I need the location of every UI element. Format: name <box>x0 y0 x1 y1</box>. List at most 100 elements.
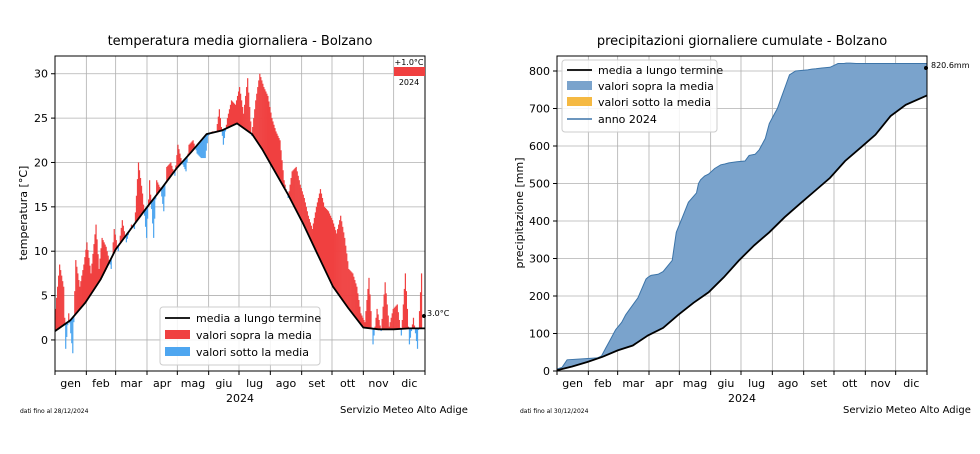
temperature-above-mean-bar <box>88 257 90 299</box>
temperature-above-mean-bar <box>250 121 252 133</box>
temperature-above-mean-bar <box>313 217 316 247</box>
temperature-below-mean-bar <box>154 198 156 219</box>
precipitation-y-axis-label: precipitazione [mm] <box>513 157 526 268</box>
temperature-below-mean-bar <box>415 328 418 342</box>
temperature-y-tick-label: 30 <box>34 68 48 81</box>
temperature-above-mean-bar <box>397 312 399 330</box>
precipitation-month-label: gen <box>562 377 583 390</box>
temperature-above-mean-bar <box>101 237 103 278</box>
temperature-above-mean-bar <box>63 286 65 326</box>
temperature-above-mean-bar <box>309 222 311 238</box>
temperature-below-mean-bar <box>161 189 163 197</box>
temperature-above-mean-bar <box>112 242 114 256</box>
legend-below-swatch <box>567 97 592 106</box>
temperature-above-mean-bar <box>375 317 377 329</box>
temperature-above-mean-bar <box>401 319 403 329</box>
temperature-above-mean-bar <box>136 179 139 221</box>
precipitation-y-tick-label: 600 <box>529 140 550 153</box>
temperature-below-mean-bar <box>144 209 147 227</box>
temperature-y-tick-label: 10 <box>34 245 48 258</box>
temperature-above-mean-bar <box>307 215 309 234</box>
temperature-above-mean-bar <box>403 288 405 329</box>
precipitation-y-tick-label: 800 <box>529 65 550 78</box>
precipitation-last-value-dot <box>924 66 928 70</box>
temperature-above-mean-bar <box>245 95 247 130</box>
temperature-below-mean-bar <box>372 328 374 345</box>
temperature-below-mean-bar <box>200 141 202 159</box>
temperature-above-mean-bar <box>405 291 408 329</box>
temperature-above-mean-bar <box>178 149 180 167</box>
temperature-above-mean-bar <box>247 78 249 131</box>
temperature-above-mean-bar <box>266 93 268 157</box>
temperature-above-mean-bar <box>260 77 262 147</box>
temperature-above-mean-bar <box>404 273 406 329</box>
precipitation-2024-line <box>556 62 927 370</box>
temperature-above-mean-bar <box>219 118 221 132</box>
temperature-below-mean-bar <box>195 147 197 151</box>
temperature-month-label: set <box>308 377 325 390</box>
temperature-above-mean-bar <box>107 255 109 266</box>
temperature-above-mean-bar <box>61 275 63 327</box>
temperature-above-mean-bar <box>97 254 99 285</box>
temperature-above-mean-bar <box>172 169 174 175</box>
precipitation-total-label: 820.6mm <box>931 61 970 70</box>
temperature-above-mean-bar <box>95 224 97 288</box>
temperature-above-mean-bar <box>333 223 335 287</box>
temperature-above-mean-bar <box>413 325 416 329</box>
temperature-above-mean-bar <box>228 109 231 128</box>
temperature-above-mean-bar <box>104 244 106 272</box>
temperature-footer-source: Servizio Meteo Alto Adige <box>340 405 468 416</box>
temperature-above-mean-bar <box>192 140 194 151</box>
temperature-above-mean-bar <box>62 281 64 327</box>
temperature-above-mean-bar <box>179 153 181 166</box>
temperature-below-mean-bar <box>416 328 419 349</box>
temperature-above-mean-bar <box>395 305 397 330</box>
temperature-above-mean-bar <box>142 204 145 213</box>
temperature-above-mean-bar <box>119 235 121 244</box>
temperature-above-mean-bar <box>364 322 366 328</box>
temperature-anomaly-year: 2024 <box>399 78 419 87</box>
legend-above-swatch <box>165 330 190 339</box>
temperature-above-mean-bar <box>381 318 383 330</box>
temperature-month-label: nov <box>368 377 389 390</box>
temperature-above-mean-bar <box>308 219 310 236</box>
temperature-footer-date: dati fino al 28/12/2024 <box>20 408 89 415</box>
temperature-above-mean-bar <box>230 100 233 127</box>
temperature-below-mean-bar <box>185 158 187 172</box>
precipitation-y-tick-label: 700 <box>529 103 550 116</box>
temperature-above-mean-bar <box>190 142 192 153</box>
temperature-above-mean-bar <box>137 162 140 220</box>
temperature-above-mean-bar <box>302 194 304 223</box>
temperature-y-tick-label: 15 <box>34 201 48 214</box>
precipitation-month-label: apr <box>655 377 674 390</box>
temperature-below-mean-bar <box>224 129 227 132</box>
temperature-below-mean-bar <box>182 161 184 165</box>
temperature-above-mean-bar <box>292 170 294 204</box>
precipitation-month-label: ago <box>778 377 799 390</box>
temperature-below-mean-bar <box>133 224 136 230</box>
temperature-above-mean-bar <box>232 102 235 126</box>
temperature-above-mean-bar <box>238 87 241 125</box>
temperature-above-mean-bar <box>159 186 161 192</box>
temperature-above-mean-bar <box>295 166 297 210</box>
precipitation-legend: media a lungo termine valori sopra la me… <box>561 59 723 133</box>
precipitation-month-label: lug <box>748 377 765 390</box>
temperature-below-mean-bar <box>70 320 72 334</box>
precipitation-footer-source: Servizio Meteo Alto Adige <box>843 405 971 416</box>
temperature-above-mean-bar <box>305 206 307 230</box>
temperature-above-mean-bar <box>272 121 274 167</box>
temperature-above-mean-bar <box>351 272 353 312</box>
temperature-above-mean-bar <box>379 325 381 330</box>
temperature-below-mean-bar <box>125 235 127 243</box>
temperature-below-mean-bar <box>203 137 205 159</box>
temperature-above-mean-bar <box>270 112 272 164</box>
temperature-above-mean-bar <box>319 189 322 260</box>
temperature-above-mean-bar <box>113 229 115 254</box>
temperature-below-mean-bar <box>197 144 199 155</box>
temperature-above-mean-bar <box>411 324 414 329</box>
temperature-above-mean-bar <box>294 168 296 208</box>
temperature-above-mean-bar <box>79 286 81 310</box>
temperature-above-mean-bar <box>242 107 244 127</box>
temperature-above-mean-bar <box>389 322 391 330</box>
temperature-below-mean-bar <box>186 157 188 163</box>
